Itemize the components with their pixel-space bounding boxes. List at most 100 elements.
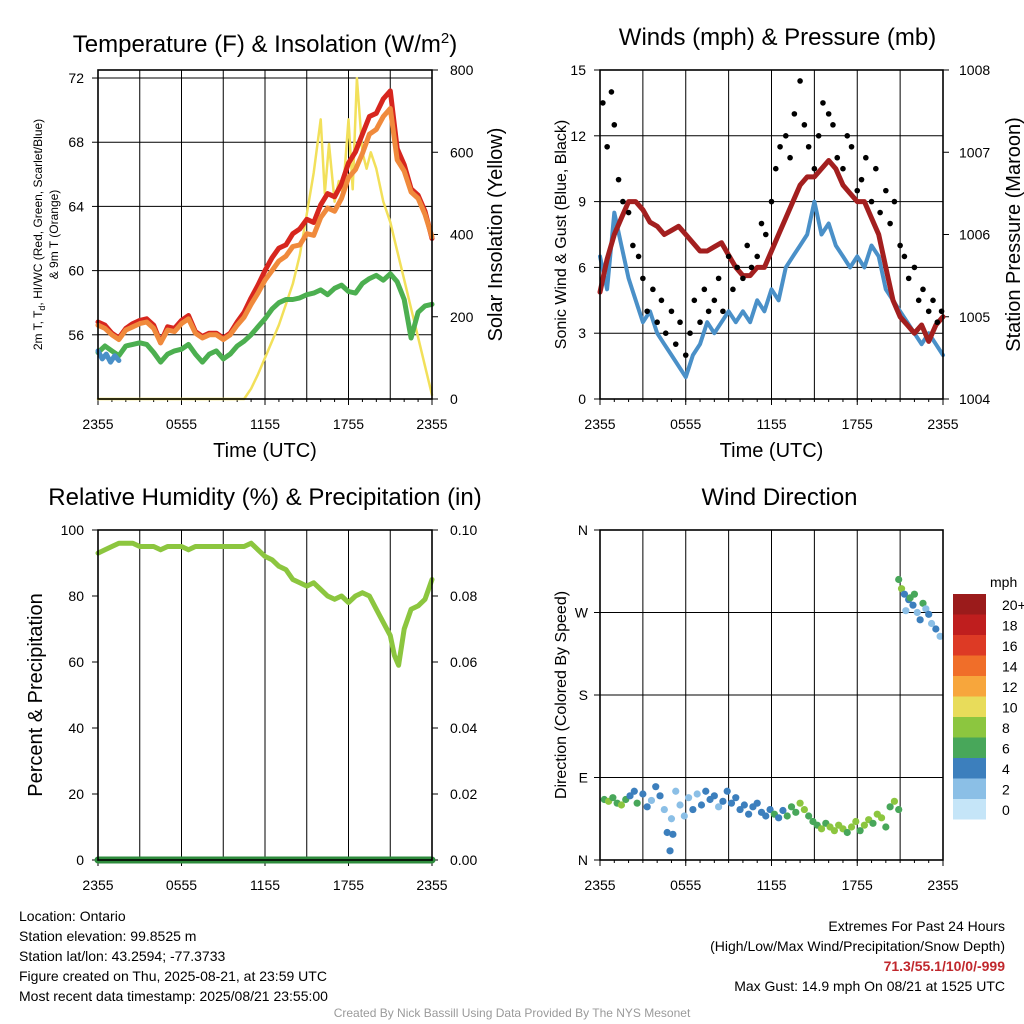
direction-point <box>897 585 906 593</box>
gust-point <box>873 165 879 172</box>
direction-point <box>702 787 710 795</box>
direction-point <box>843 828 851 837</box>
y-tick-label: 80 <box>68 588 84 604</box>
direction-point <box>652 783 660 791</box>
credit-text: Created By Nick Bassill Using Data Provi… <box>333 1006 691 1020</box>
gust-point <box>604 143 610 150</box>
gust-point <box>762 231 769 238</box>
x-tick-label: 2355 <box>584 416 615 432</box>
direction-point <box>783 812 791 820</box>
temperature-panel: 2355 0555 1155 1755 2355 56 60 64 68 72 0 200 400 600… <box>31 30 507 462</box>
y2-tick-label: 0 <box>450 391 458 407</box>
speed-legend: mph 20+ 18 16 14 12 10 8 6 4 2 0 <box>953 574 1024 820</box>
x-tick-label: 2355 <box>82 877 113 893</box>
y-tick-label: 72 <box>68 70 84 86</box>
direction-point <box>800 805 808 814</box>
gust-point <box>687 330 693 337</box>
gust-point <box>701 286 708 293</box>
gust-point <box>777 143 783 150</box>
plot-frame <box>599 529 944 861</box>
y-tick-label: N <box>578 852 588 868</box>
elevation-text: Station elevation: 99.8525 m <box>19 928 197 944</box>
x-tick-label: 2355 <box>416 416 447 432</box>
plot-frame <box>97 529 433 861</box>
series-line <box>95 106 435 346</box>
legend-label: 14 <box>1002 659 1018 675</box>
legend-label: 0 <box>1002 802 1010 818</box>
gust-point <box>863 154 869 161</box>
direction-point <box>910 590 919 598</box>
legend-swatch <box>953 594 986 615</box>
y-tick-label: 0 <box>578 391 586 407</box>
y-tick-label: W <box>575 605 589 621</box>
x-tick-label: 1155 <box>250 877 280 893</box>
plot-frame <box>599 69 944 400</box>
direction-point <box>869 819 877 827</box>
y2-tick-label: 0.04 <box>450 720 477 736</box>
x-tick-label: 1755 <box>333 416 364 432</box>
direction-point <box>753 799 761 807</box>
x-tick-label: 2355 <box>82 416 113 432</box>
y2-tick-label: 0.02 <box>450 786 477 802</box>
gust-point <box>915 297 922 304</box>
direction-point <box>626 792 634 800</box>
gust-point <box>811 165 818 172</box>
direction-point <box>643 803 651 811</box>
gust-point <box>734 264 740 271</box>
legend-label: 10 <box>1002 700 1018 716</box>
legend-title: mph <box>990 574 1017 590</box>
direction-point <box>745 810 753 818</box>
legend-swatch <box>953 655 986 676</box>
direction-point <box>792 808 800 816</box>
legend-swatch <box>953 717 986 738</box>
x-tick-label: 0555 <box>166 877 197 893</box>
direction-point <box>916 616 924 624</box>
gust-point <box>654 319 660 326</box>
direction-point <box>909 601 917 609</box>
gust-point <box>644 308 650 315</box>
direction-point <box>617 801 626 809</box>
gust-point <box>600 100 606 106</box>
y-tick-label: 0 <box>76 852 84 868</box>
y2-tick-label: 800 <box>450 62 474 78</box>
x-tick-label: 2355 <box>416 877 447 893</box>
gust-point <box>705 308 712 315</box>
title-main: Temperature (F) & Insolation (W/m <box>73 31 441 58</box>
gust-point <box>658 297 665 304</box>
direction-point <box>805 812 813 820</box>
extremes-subheading: (High/Low/Max Wind/Precipitation/Snow De… <box>710 938 1005 954</box>
y-tick-label: 56 <box>68 327 84 343</box>
gust-point <box>830 122 836 128</box>
gust-point <box>677 319 683 326</box>
y2-tick-label: 600 <box>450 144 474 160</box>
y2-tick-label: 1008 <box>959 62 990 78</box>
direction-point <box>633 799 641 807</box>
direction-point <box>609 794 617 802</box>
extremes-values: 71.3/55.1/10/0/-999 <box>883 958 1005 974</box>
gust-point <box>672 341 679 347</box>
direction-point <box>685 794 693 802</box>
y-tick-label: 15 <box>570 62 586 78</box>
direction-point <box>860 821 868 829</box>
gust-point <box>640 275 646 282</box>
direction-point <box>762 812 770 820</box>
legend-swatch <box>953 758 986 779</box>
wind-speed-line <box>598 199 945 380</box>
legend-swatch <box>953 799 986 820</box>
x-tick-label: 0555 <box>166 416 197 432</box>
y-axis-label: Sonic Wind & Gust (Blue, Black) <box>553 120 570 349</box>
legend-label: 4 <box>1002 761 1010 777</box>
direction-point <box>672 787 680 795</box>
direction-point <box>656 792 664 800</box>
gust-point <box>901 253 908 260</box>
chart-title: Relative Humidity (%) & Precipitation (i… <box>48 484 481 511</box>
gust-point <box>844 133 851 139</box>
gust-point <box>934 319 941 326</box>
direction-point <box>856 827 864 835</box>
direction-point <box>877 814 886 822</box>
x-tick-label: 2355 <box>927 877 958 893</box>
direction-point <box>886 803 894 811</box>
y2-tick-label: 0.08 <box>450 588 477 604</box>
x-tick-label: 0555 <box>670 877 701 893</box>
gust-point <box>720 308 726 315</box>
